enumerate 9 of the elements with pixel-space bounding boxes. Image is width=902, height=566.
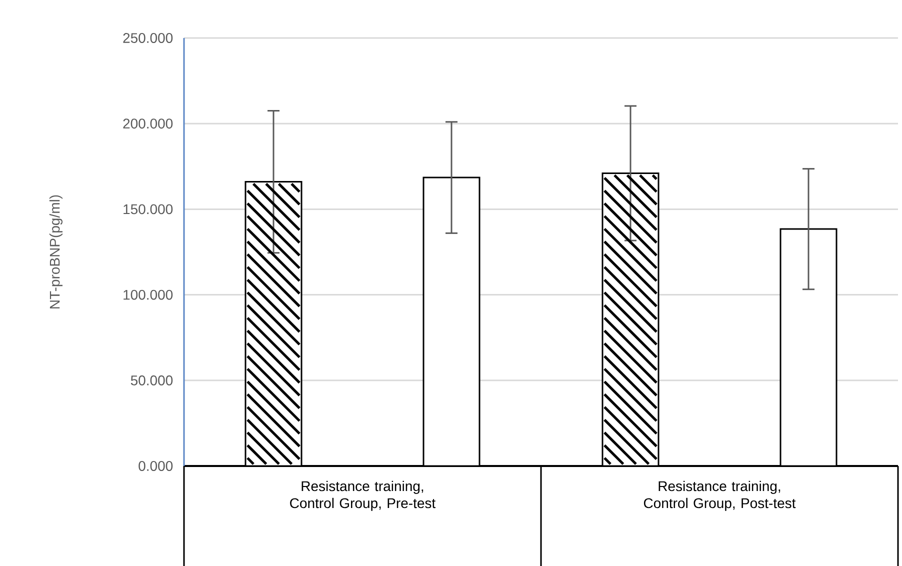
x-tick-label: Resistance training, Control Group, Post-test: [644, 480, 796, 511]
y-tick-label: 50.000: [130, 375, 173, 386]
y-tick-label: 0.000: [138, 461, 173, 471]
y-tick-label: 200.000: [123, 118, 173, 129]
y-tick-label: 100.000: [124, 290, 173, 300]
y-tick-label: 150.000: [124, 204, 173, 214]
x-tick-label: Resistance training, Control Group, Pre-test: [290, 480, 436, 511]
y-axis-title: NT-proBNP(pg/ml): [49, 195, 62, 308]
y-tick-label: 250.000: [123, 33, 173, 43]
